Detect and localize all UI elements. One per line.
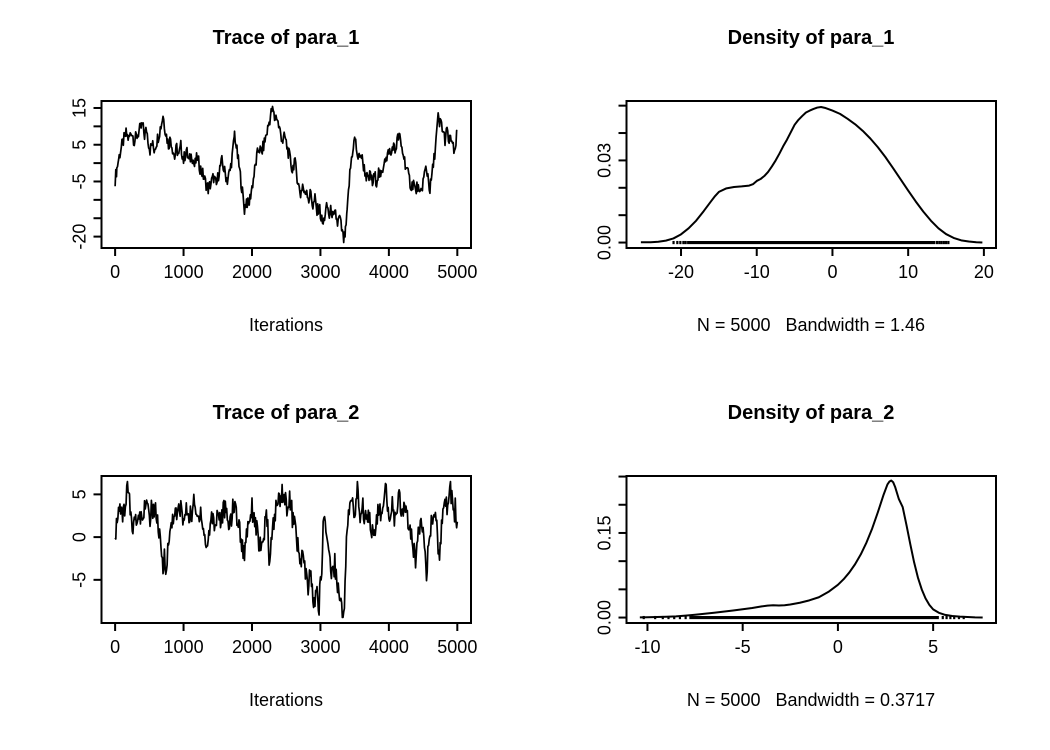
rug-dot (947, 240, 950, 245)
rug-dot (949, 615, 952, 620)
x-tick-label: 0 (827, 262, 837, 282)
panel-density-para-1: -20 -10 0 10 20 0.00 0.03 Density of para_1 N … (525, 0, 1050, 375)
x-tick-label: 0 (110, 637, 120, 657)
trace-line (114, 105, 458, 244)
y-tick-label: -5 (70, 572, 90, 588)
rug-dot (942, 240, 945, 245)
x-tick-label: 4000 (369, 262, 409, 282)
panel-title: Density of para_1 (727, 27, 895, 49)
rug-dot (661, 615, 664, 620)
y-tick-label: 0.00 (595, 600, 615, 635)
x-axis-label: Iterations (248, 315, 324, 335)
density-subtitle: N = 5000 Bandwidth = 0.3717 (686, 690, 936, 710)
y-tick-label: -20 (70, 224, 90, 250)
x-tick-label: 0 (833, 637, 843, 657)
panel-density-para-2: -10 -5 0 5 0.00 0.15 Density of para_2 N = 50… (525, 375, 1050, 750)
x-tick-label: 5000 (437, 637, 477, 657)
plot-box (100, 475, 472, 624)
rug-dot (945, 240, 948, 245)
density-para-2-plot: -10 -5 0 5 0.00 0.15 (595, 475, 997, 657)
rug-dot (941, 615, 944, 620)
y-tick-label: 0 (70, 532, 90, 542)
plot-box (100, 100, 472, 249)
panel-title: Density of para_2 (727, 402, 895, 424)
density-para-1-plot: -20 -10 0 10 20 0.00 0.03 (595, 100, 997, 282)
x-tick-label: 0 (110, 262, 120, 282)
y-tick-label: 0.00 (595, 225, 615, 260)
rug-dot (935, 240, 939, 245)
rug-dot (938, 240, 941, 245)
rug-dot (678, 615, 682, 620)
x-tick-label: 3000 (300, 637, 340, 657)
x-tick-label: 20 (974, 262, 994, 282)
y-tick-label: 5 (70, 489, 90, 499)
rug-dot (945, 615, 948, 620)
rug-dot (679, 240, 682, 245)
x-tick-label: 10 (898, 262, 918, 282)
panel-trace-para-2: 0 1000 2000 3000 4000 5000 -5 0 5 Trace of para_… (0, 375, 525, 750)
rug-dot (962, 615, 965, 620)
rug-dot (676, 240, 679, 245)
x-tick-label: -10 (634, 637, 660, 657)
y-tick-label: 0.15 (595, 515, 615, 550)
rug-dot (953, 615, 956, 620)
x-tick-label: -20 (668, 262, 694, 282)
x-tick-label: 5 (928, 637, 938, 657)
rug-dot (642, 615, 645, 620)
trace-line (114, 480, 459, 619)
panel-title: Trace of para_1 (212, 27, 360, 49)
x-tick-label: 2000 (232, 262, 272, 282)
density-subtitle: N = 5000 Bandwidth = 1.46 (696, 315, 926, 335)
x-tick-label: 5000 (437, 262, 477, 282)
x-tick-label: 4000 (369, 637, 409, 657)
rug-dot (667, 615, 670, 620)
y-tick-label: 0.03 (595, 143, 615, 178)
plot-box (625, 475, 997, 624)
y-tick-label: 15 (70, 98, 90, 118)
density-curve (639, 479, 983, 619)
rug-dot (654, 615, 657, 620)
y-tick-label: -5 (70, 173, 90, 189)
rug-dot (673, 615, 676, 620)
x-tick-label: 1000 (164, 262, 204, 282)
x-tick-label: -10 (744, 262, 770, 282)
panel-trace-para-1: 0 1000 2000 3000 4000 5000 -20 -5 5 15 Trace of p… (0, 0, 525, 375)
trace-para-1-plot: 0 1000 2000 3000 4000 5000 -20 -5 5 15 (70, 98, 478, 282)
rug-dot (672, 240, 675, 245)
x-tick-label: 3000 (300, 262, 340, 282)
x-axis-label: Iterations (248, 690, 324, 710)
x-tick-label: 2000 (232, 637, 272, 657)
panel-title: Trace of para_2 (212, 402, 360, 424)
plot-box (625, 100, 997, 249)
rug-dot (682, 240, 685, 245)
x-tick-label: -5 (735, 637, 751, 657)
density-curve (640, 106, 983, 244)
rug-dot (940, 240, 943, 245)
rug-dot (684, 615, 687, 620)
trace-para-2-plot: 0 1000 2000 3000 4000 5000 -5 0 5 (70, 475, 477, 657)
x-tick-label: 1000 (164, 637, 204, 657)
rug-dot (684, 240, 687, 245)
y-tick-label: 5 (70, 140, 90, 150)
rug-dot (957, 615, 961, 620)
